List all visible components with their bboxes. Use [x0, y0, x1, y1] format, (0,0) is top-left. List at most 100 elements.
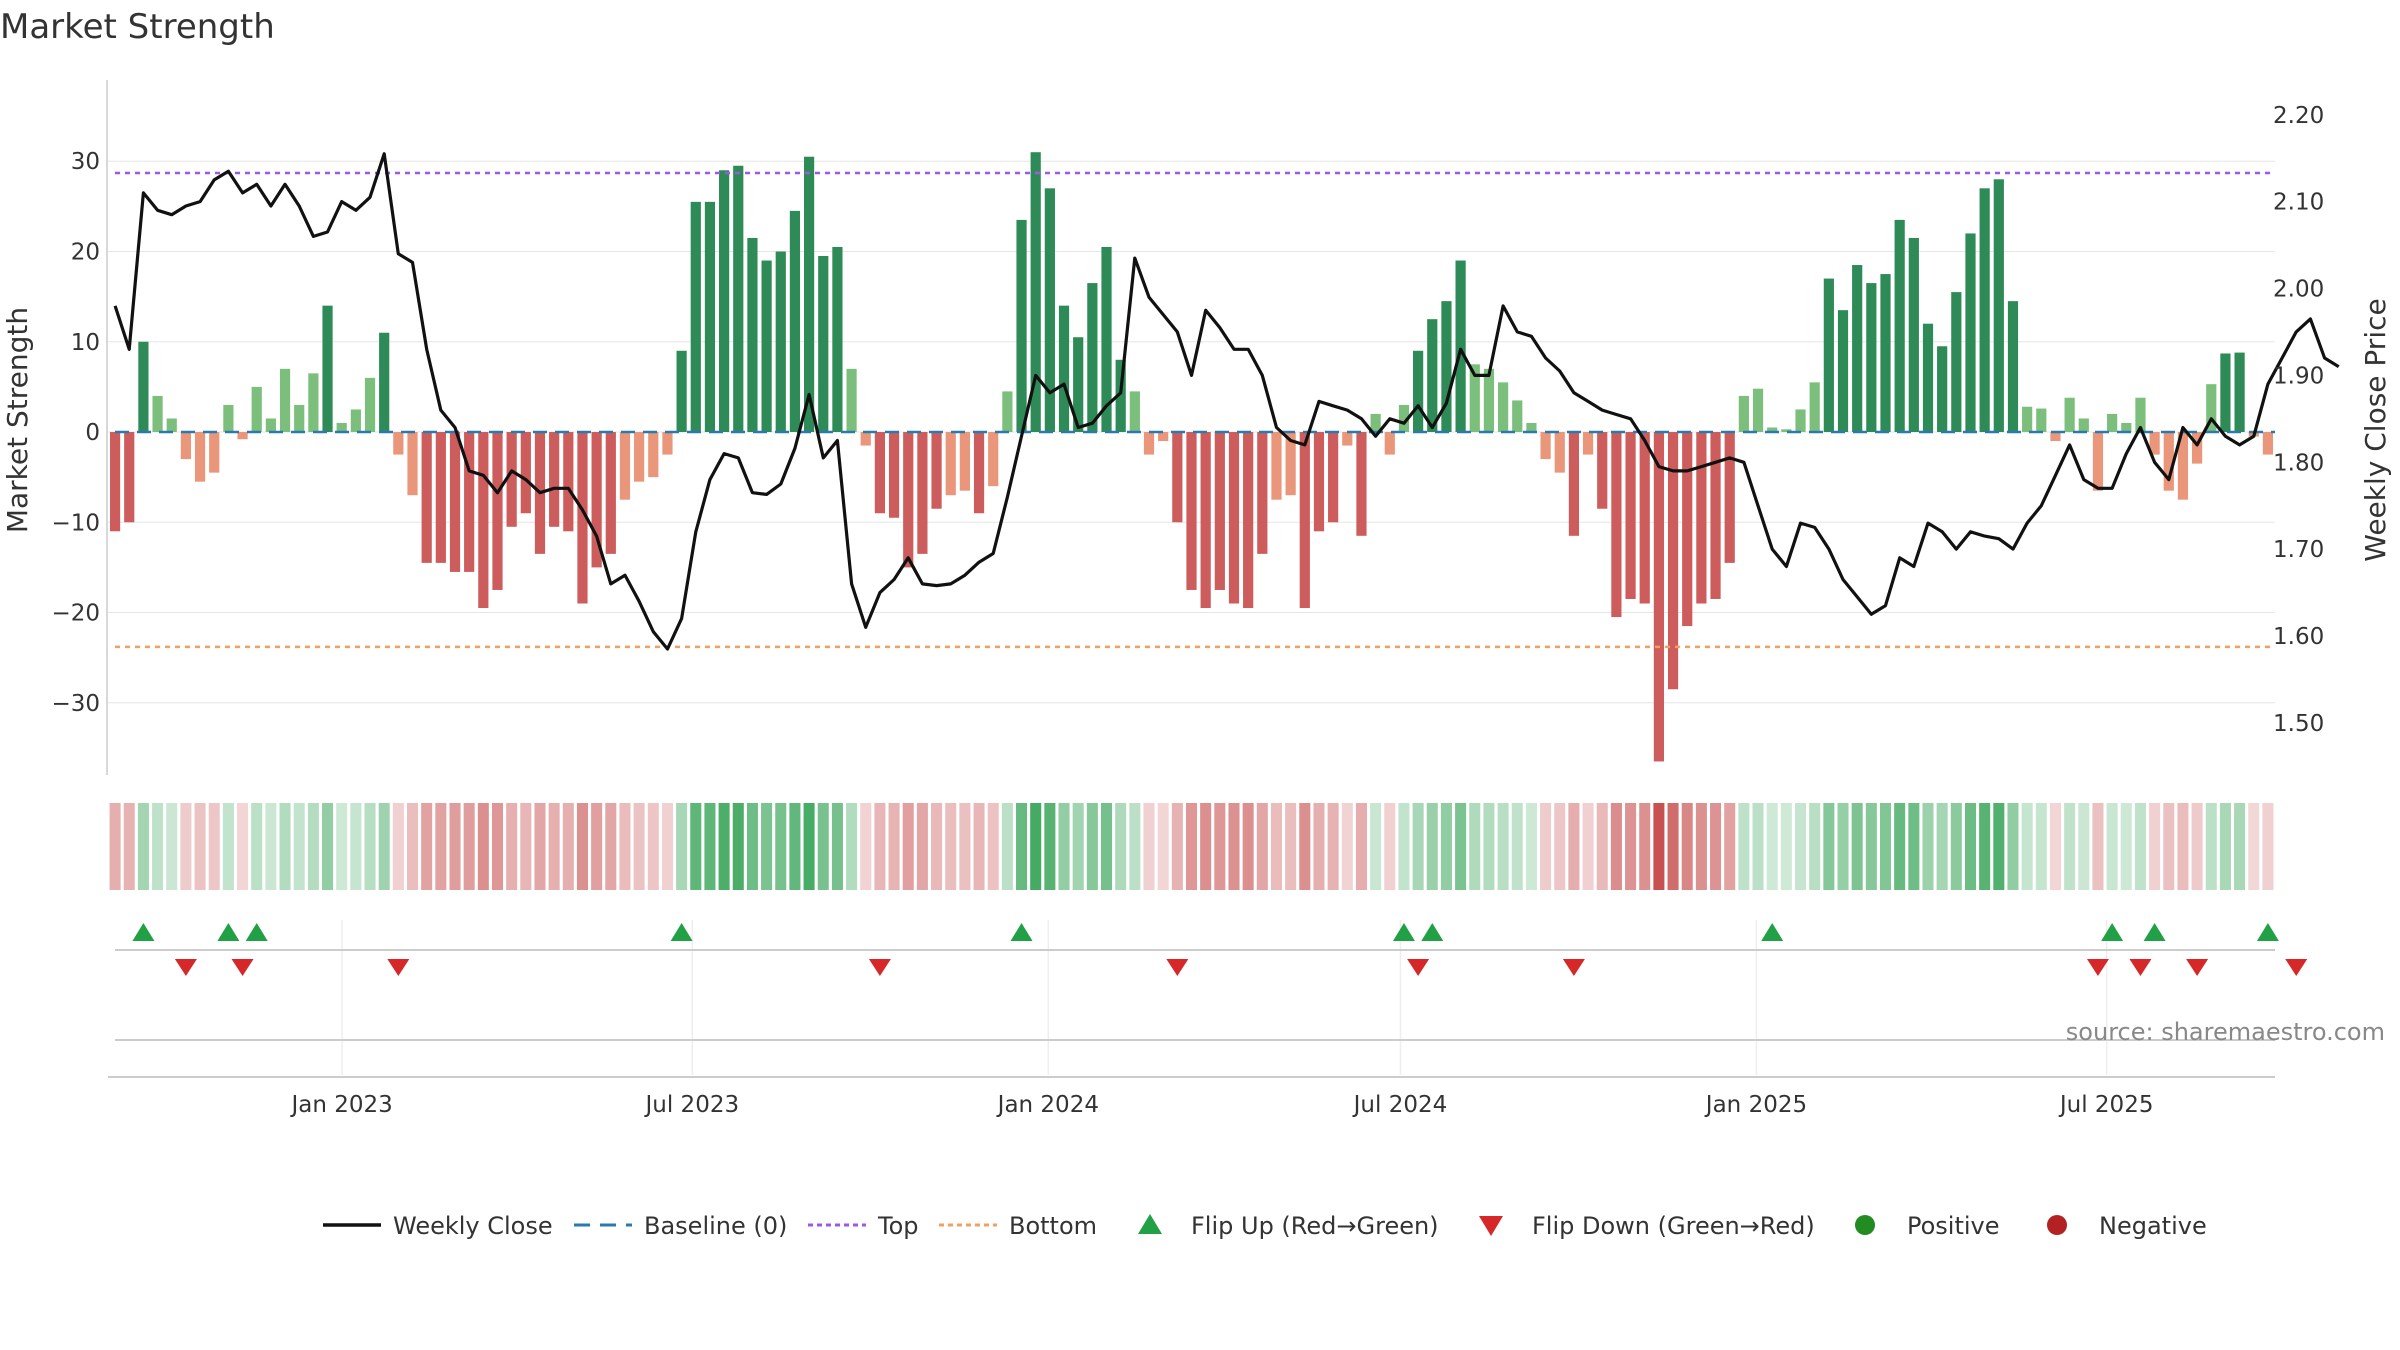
legend-label: Top	[877, 1212, 919, 1240]
y-right-tick-label: 1.50	[2273, 711, 2324, 737]
heatmap-cell	[1355, 803, 1367, 890]
heatmap-cell	[817, 803, 829, 890]
heatmap-cell	[902, 803, 914, 890]
strength-bar	[1866, 283, 1877, 433]
y-left-tick-label: −30	[51, 691, 100, 717]
heatmap-cell	[421, 803, 433, 890]
heatmap-cell	[676, 803, 688, 890]
strength-bar	[2234, 352, 2245, 433]
heatmap-cell	[605, 803, 617, 890]
strength-bar	[917, 432, 928, 554]
strength-bar	[1398, 404, 1410, 433]
strength-bar	[1455, 260, 1466, 433]
heatmap-cell	[1653, 803, 1665, 890]
strength-bar	[789, 210, 801, 433]
flip-up-marker	[245, 923, 268, 941]
flip-up-marker	[670, 923, 693, 941]
flip-down-marker	[1407, 959, 1430, 976]
heatmap-cell	[1667, 803, 1679, 890]
strength-bar	[846, 368, 857, 433]
y-left-tick-label: 0	[85, 420, 100, 446]
heatmap-cell	[222, 803, 234, 890]
strength-bar	[676, 350, 687, 433]
heatmap-cell	[293, 803, 305, 890]
strength-bar	[1922, 323, 1934, 433]
heatmap-cell	[945, 803, 957, 890]
strength-bar	[1724, 432, 1735, 563]
heatmap-cell	[831, 803, 843, 890]
heatmap-cell	[2219, 803, 2231, 890]
strength-bar	[1172, 432, 1183, 523]
strength-bar	[733, 165, 744, 433]
strength-bar	[1526, 422, 1537, 433]
heatmap-cell	[789, 803, 801, 890]
strength-bar	[549, 432, 560, 527]
heatmap-cell	[152, 803, 164, 890]
heatmap-cell	[166, 803, 178, 890]
heatmap-cell	[1950, 803, 1962, 890]
heatmap-cell	[1030, 803, 1042, 890]
strength-bar	[945, 432, 956, 496]
heatmap-cell	[1511, 803, 1523, 890]
y-right-tick-label: 2.10	[2273, 190, 2324, 216]
heatmap-cell	[959, 803, 971, 890]
strength-bar	[874, 432, 886, 514]
strength-bar	[1469, 364, 1480, 433]
y-right-tick-label: 1.70	[2273, 537, 2324, 563]
heatmap-cell	[2092, 803, 2104, 890]
strength-bar	[180, 432, 191, 460]
strength-bar	[1894, 219, 1905, 433]
y-right-tick-label: 2.00	[2273, 277, 2324, 303]
heatmap-cell	[2078, 803, 2090, 890]
strength-bar	[2220, 353, 2231, 433]
strength-bar	[449, 432, 461, 572]
flip-down-marker	[2086, 959, 2109, 976]
strength-bar	[1427, 319, 1438, 433]
heatmap-cell	[1738, 803, 1750, 890]
heatmap-cell	[1695, 803, 1707, 890]
y-right-tick-label: 1.80	[2273, 450, 2324, 476]
strength-bar	[251, 386, 262, 433]
y-left-tick-label: −20	[51, 601, 100, 627]
y-axis-right-label: Weekly Close Price	[2359, 298, 2392, 561]
heatmap-cell	[336, 803, 348, 890]
heatmap-cell	[1370, 803, 1382, 890]
strength-bar	[109, 432, 121, 532]
heatmap-cell	[1270, 803, 1283, 890]
y-right-tick-label: 1.60	[2273, 624, 2324, 650]
heatmap-cell	[251, 803, 263, 890]
strength-bar	[1852, 265, 1863, 433]
y-left-tick-label: −10	[51, 510, 100, 536]
heatmap-cell	[704, 803, 716, 890]
strength-bar	[2163, 432, 2174, 491]
strength-bar	[959, 432, 970, 491]
strength-bar	[237, 432, 248, 440]
strength-bar	[1370, 413, 1381, 433]
heatmap-cell	[746, 803, 758, 890]
heatmap-cell	[1936, 803, 1948, 890]
heatmap-cell	[1072, 803, 1084, 890]
heatmap-cell	[1313, 803, 1325, 890]
strength-bar	[818, 256, 829, 433]
strength-bar	[1639, 432, 1650, 604]
x-tick-label: Jul 2025	[2058, 1092, 2154, 1118]
heatmap-cell	[1837, 803, 1849, 890]
strength-bar	[152, 395, 163, 433]
strength-bar	[124, 432, 135, 523]
heatmap-cell	[1256, 803, 1268, 890]
heatmap-cell	[2234, 803, 2246, 890]
heatmap-cell	[491, 803, 504, 890]
heatmap-cell	[2134, 803, 2146, 890]
y-left-tick-label: 10	[71, 330, 100, 356]
strength-bar	[1073, 337, 1084, 433]
flip-down-marker	[174, 959, 197, 976]
strength-bar	[308, 373, 319, 433]
heatmap-cell	[1922, 803, 1934, 890]
heatmap-cell	[633, 803, 645, 890]
heatmap-cell	[2149, 803, 2161, 890]
legend-label: Negative	[2099, 1212, 2207, 1240]
flip-down-marker	[2186, 959, 2209, 976]
strength-bar	[350, 409, 361, 433]
strength-bar	[209, 432, 220, 473]
heatmap-cell	[1398, 803, 1410, 890]
